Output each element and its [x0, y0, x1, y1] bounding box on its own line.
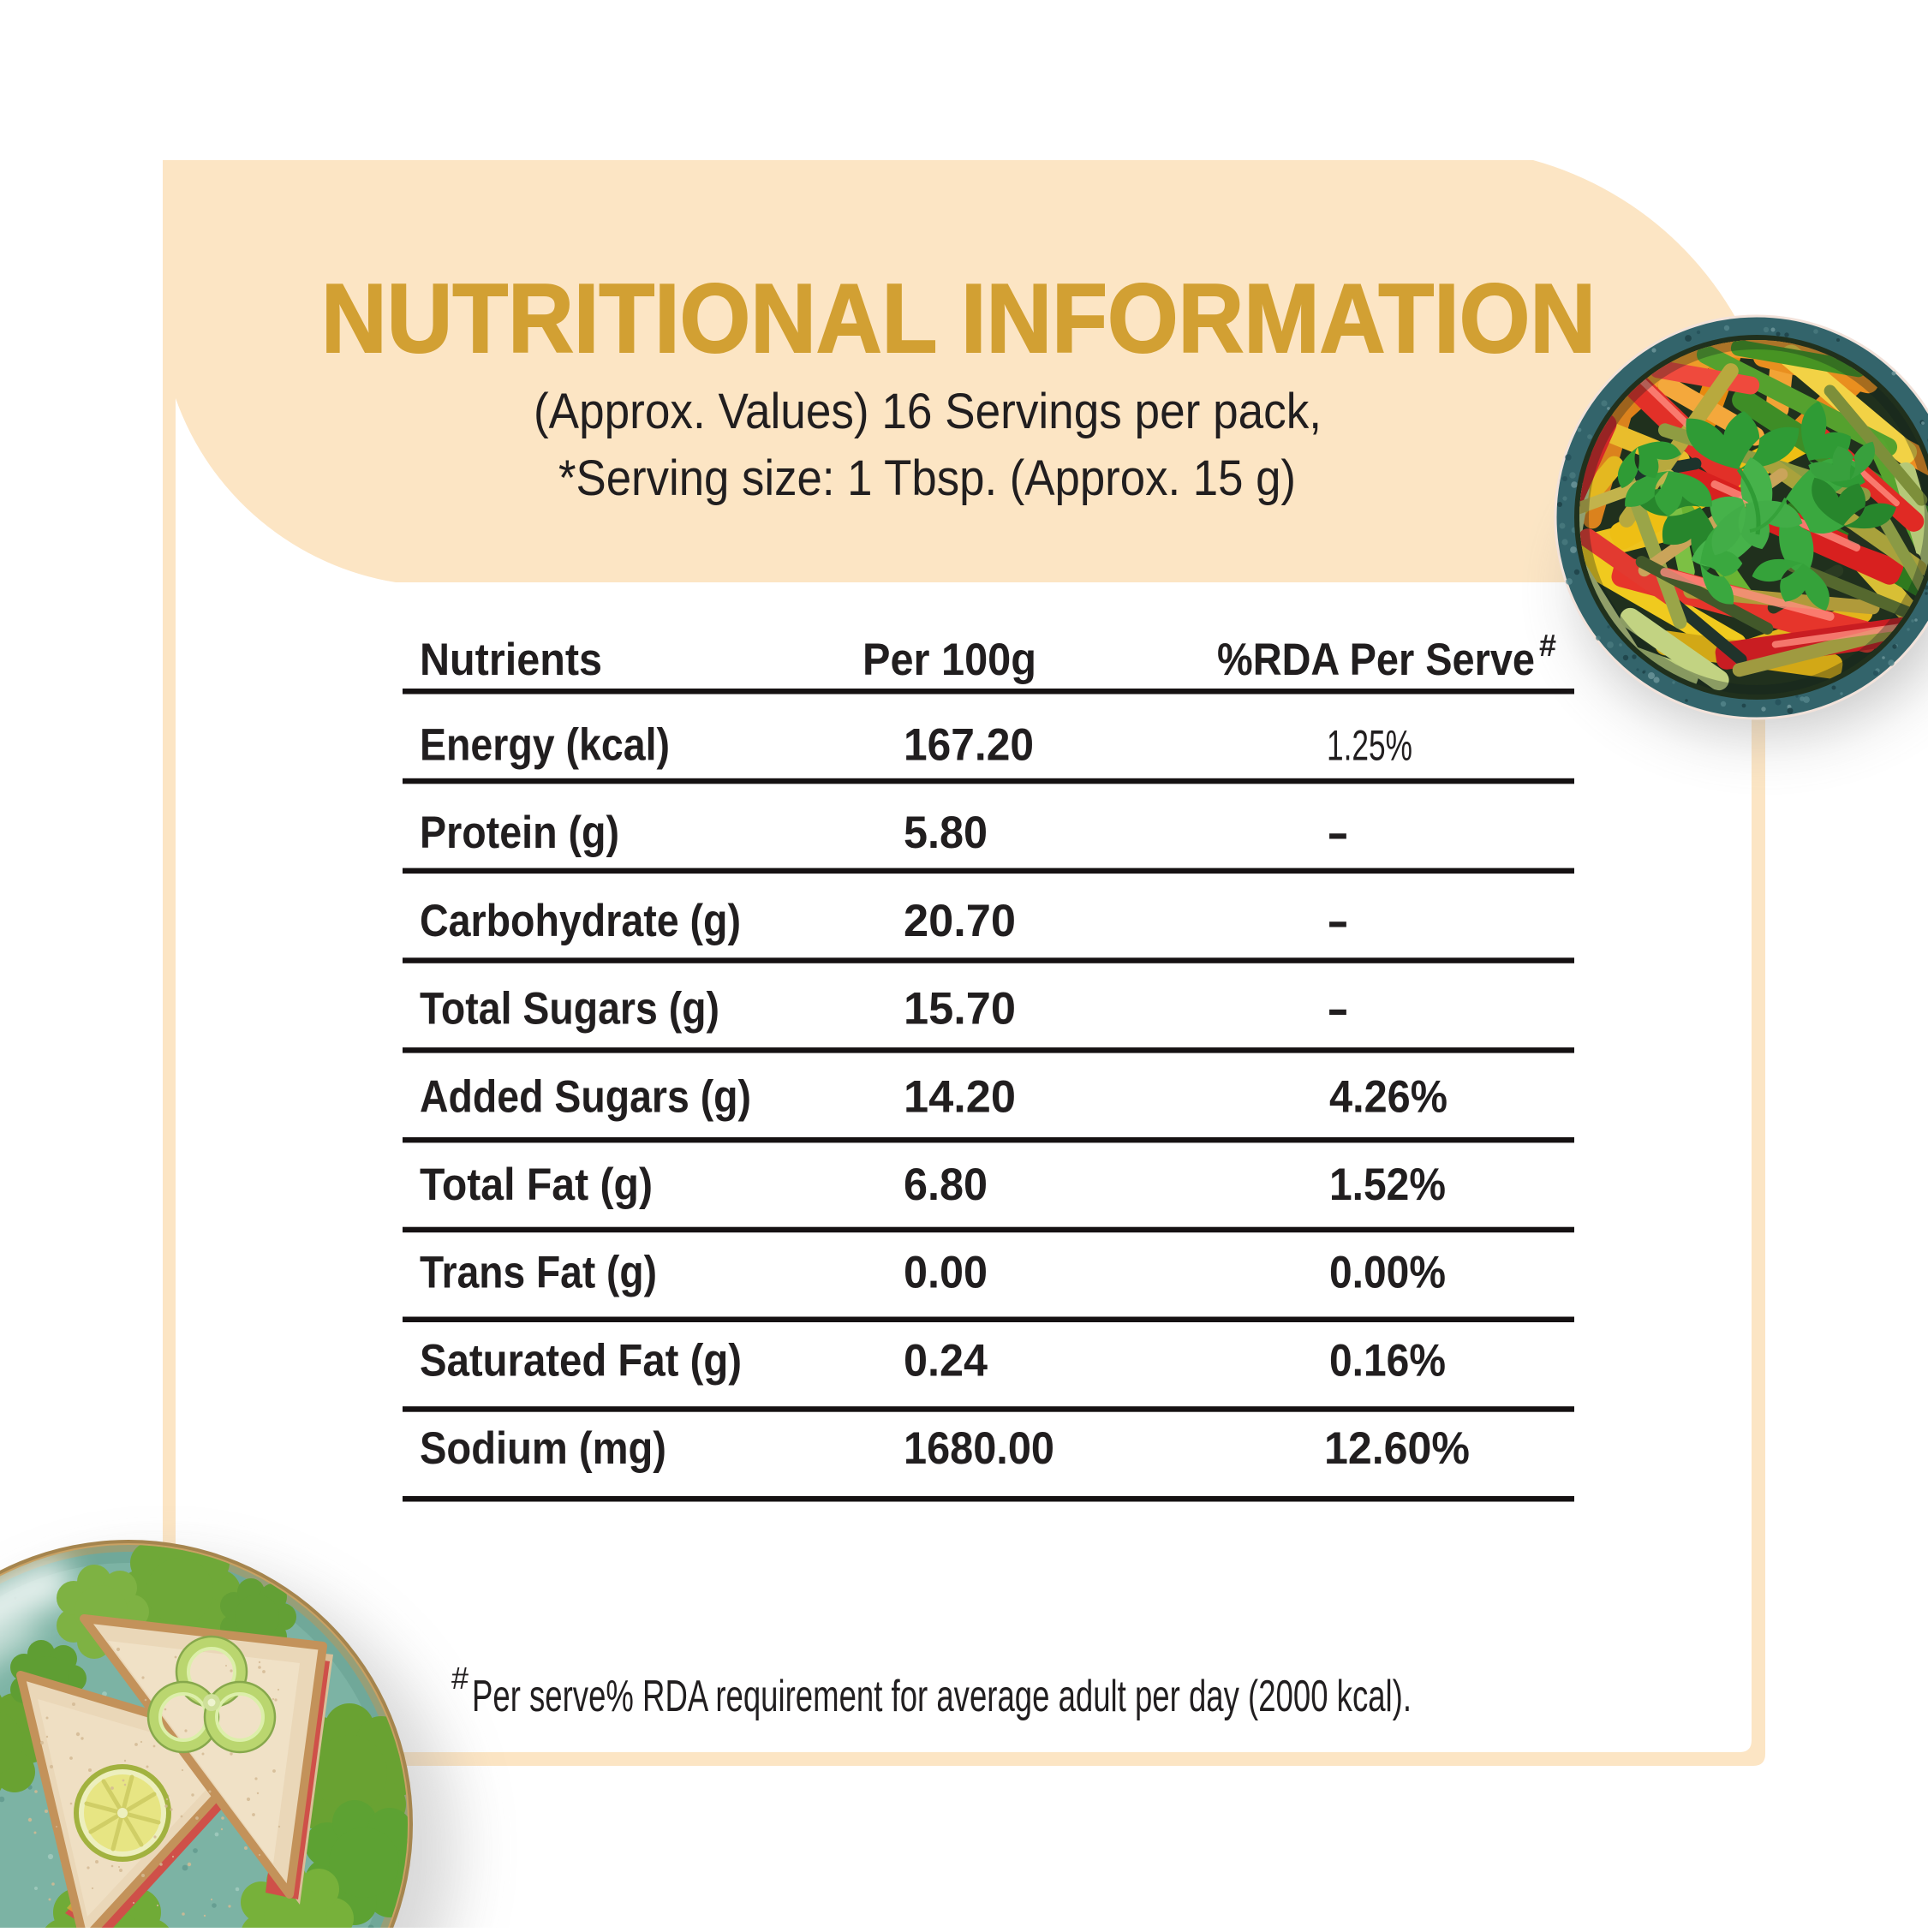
svg-text:1.25%: 1.25% — [1327, 722, 1412, 770]
svg-text:%RDA Per Serve: %RDA Per Serve — [1217, 635, 1535, 685]
svg-text:Carbohydrate (g): Carbohydrate (g) — [420, 896, 741, 946]
svg-text:20.70: 20.70 — [904, 896, 1016, 946]
svg-text:Per 100g: Per 100g — [863, 635, 1036, 685]
svg-text:1680.00: 1680.00 — [904, 1423, 1054, 1474]
svg-text:12.60%: 12.60% — [1324, 1423, 1470, 1474]
svg-text:Total Sugars (g): Total Sugars (g) — [420, 984, 719, 1035]
svg-text:6.80: 6.80 — [904, 1160, 988, 1210]
svg-text:-: - — [1327, 984, 1349, 1035]
svg-text:14.20: 14.20 — [904, 1071, 1016, 1122]
svg-text:5.80: 5.80 — [904, 808, 988, 858]
svg-text:Saturated Fat (g): Saturated Fat (g) — [420, 1335, 742, 1386]
svg-text:15.70: 15.70 — [904, 984, 1016, 1035]
svg-text:0.00%: 0.00% — [1329, 1248, 1446, 1298]
svg-text:(Approx. Values) 16 Servings p: (Approx. Values) 16 Servings per pack, — [534, 384, 1322, 439]
svg-text:Sodium (mg): Sodium (mg) — [420, 1423, 666, 1474]
svg-text:#: # — [451, 1661, 469, 1696]
svg-text:0.16%: 0.16% — [1329, 1335, 1446, 1386]
svg-text:Protein (g): Protein (g) — [420, 808, 619, 858]
svg-text:-: - — [1327, 896, 1349, 946]
svg-text:-: - — [1327, 808, 1349, 858]
svg-text:Energy (kcal): Energy (kcal) — [420, 720, 670, 771]
svg-text:167.20: 167.20 — [904, 720, 1034, 771]
svg-text:NUTRITIONAL INFORMATION: NUTRITIONAL INFORMATION — [321, 265, 1596, 373]
svg-text:1.52%: 1.52% — [1329, 1160, 1446, 1210]
svg-text:Total Fat (g): Total Fat (g) — [420, 1160, 653, 1210]
svg-text:Nutrients: Nutrients — [420, 635, 602, 685]
svg-text:*Serving size: 1 Tbsp. (Approx: *Serving size: 1 Tbsp. (Approx. 15 g) — [558, 450, 1296, 506]
svg-text:0.24: 0.24 — [904, 1335, 988, 1386]
svg-text:4.26%: 4.26% — [1329, 1071, 1447, 1122]
svg-text:Per serve% RDA requirement for: Per serve% RDA requirement for average a… — [472, 1672, 1412, 1721]
svg-text:0.00: 0.00 — [904, 1248, 988, 1298]
svg-text:Trans Fat (g): Trans Fat (g) — [420, 1248, 657, 1298]
svg-text:Added Sugars (g): Added Sugars (g) — [420, 1071, 751, 1122]
svg-text:#: # — [1539, 628, 1556, 663]
